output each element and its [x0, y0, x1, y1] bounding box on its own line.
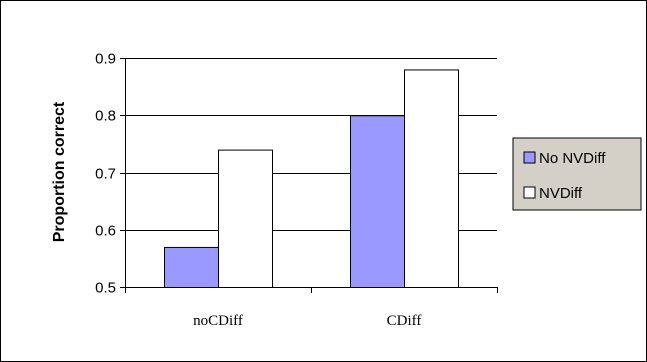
bars — [164, 69, 459, 289]
x-tick-label: noCDiff — [193, 313, 243, 329]
y-tick-labels: 0.5 0.6 0.7 0.8 0.9 — [95, 51, 116, 297]
legend-label-nvdiff: NVDiff — [539, 185, 583, 202]
legend-swatch-nvdiff — [523, 186, 536, 199]
bar-no-nvdiff-nocdiff — [164, 246, 219, 289]
x-tick-label: CDiff — [387, 313, 422, 329]
legend-label-no-nvdiff: No NVDiff — [539, 150, 606, 167]
y-axis-label: Proportion correct — [51, 101, 68, 242]
y-tick-label: 0.6 — [95, 223, 116, 240]
bar-nvdiff-cdiff — [404, 69, 459, 288]
y-tick-label: 0.5 — [95, 280, 116, 297]
y-tick-label: 0.8 — [95, 108, 116, 125]
y-tick-label: 0.9 — [95, 51, 116, 68]
x-tick-labels: noCDiff CDiff — [193, 313, 421, 329]
legend: No NVDiff NVDiff — [512, 137, 642, 211]
y-tick-label: 0.7 — [95, 166, 116, 183]
bar-nvdiff-nocdiff — [218, 149, 273, 288]
legend-swatch-no-nvdiff — [523, 151, 536, 164]
bar-no-nvdiff-cdiff — [350, 115, 405, 288]
axes — [120, 58, 498, 293]
